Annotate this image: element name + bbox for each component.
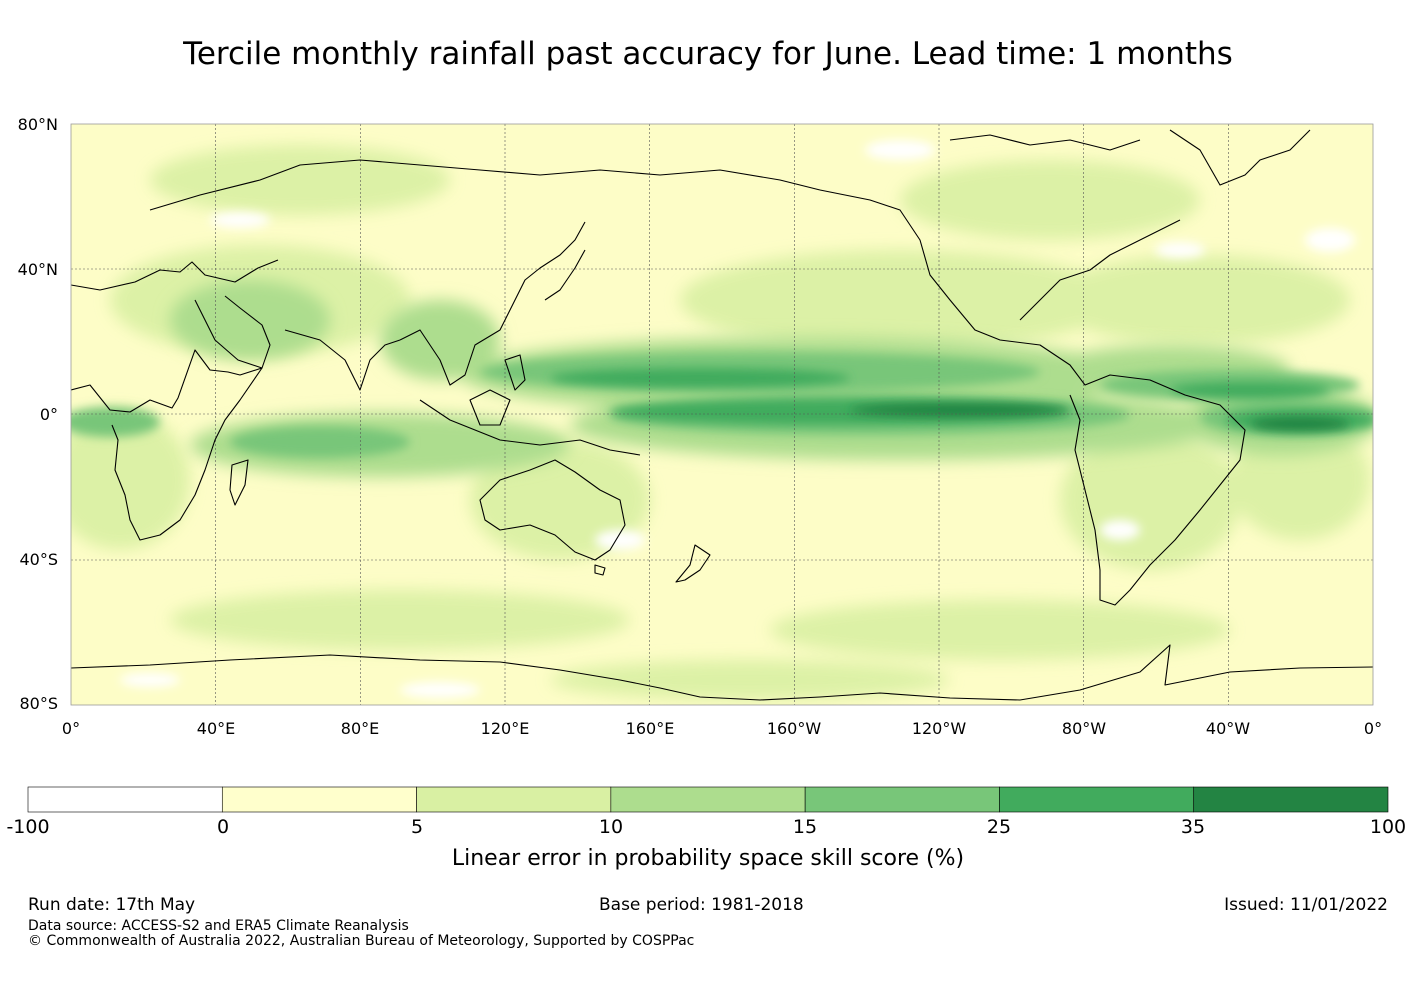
lon-tick-40e: 40°E <box>196 719 236 738</box>
colorbar-tick-label: 100 <box>1369 816 1407 838</box>
lon-tick-120e: 120°E <box>480 719 530 738</box>
colorbar-tick-label: 25 <box>986 816 1012 838</box>
coastline-na-east <box>1019 219 1181 321</box>
lon-tick-40w: 40°W <box>1205 719 1251 738</box>
lon-tick-160e: 160°E <box>625 719 675 738</box>
lon-tick-120w: 120°W <box>911 719 967 738</box>
coastlines <box>71 129 1373 701</box>
coastline-borneo <box>469 389 511 426</box>
colorbar-segment <box>804 786 1000 813</box>
run-date: Run date: 17th May <box>28 895 196 915</box>
base-period: Base period: 1981-2018 <box>599 895 804 915</box>
copyright: © Commonwealth of Australia 2022, Austra… <box>28 933 695 949</box>
lon-tick-0-left: 0° <box>61 719 81 738</box>
coastline-philippines <box>504 354 526 391</box>
lon-tick-160w: 160°W <box>766 719 822 738</box>
map-frame <box>70 123 1374 706</box>
coastline-australia <box>479 459 626 561</box>
coastline-antarctica <box>71 644 1373 701</box>
colorbar-tick-label: 10 <box>598 816 624 838</box>
coastline-africa <box>71 349 263 541</box>
coastline-arctic-islands <box>949 134 1141 151</box>
lon-tick-80e: 80°E <box>340 719 380 738</box>
data-source: Data source: ACCESS-S2 and ERA5 Climate … <box>28 918 409 934</box>
coastline-arabia <box>194 295 271 369</box>
issued-date: Issued: 11/01/2022 <box>1224 895 1388 915</box>
coastline-new-zealand <box>675 544 711 583</box>
colorbar-tick-label: 15 <box>792 816 818 838</box>
colorbar-segment <box>1193 786 1389 813</box>
coastline-maritime <box>419 399 641 456</box>
lon-tick-0-right: 0° <box>1363 719 1383 738</box>
coastline-madagascar <box>229 459 249 506</box>
coastline-japan <box>544 249 586 301</box>
coastline-north-america <box>819 189 1246 606</box>
lat-tick-0: 0° <box>39 405 58 424</box>
colorbar-title: Linear error in probability space skill … <box>451 846 965 871</box>
colorbar-segment <box>999 786 1195 813</box>
colorbar <box>27 786 1389 813</box>
coastline-north-asia <box>149 159 821 211</box>
lat-tick-80n: 80°N <box>17 115 58 134</box>
colorbar-tick-label: -100 <box>6 816 50 838</box>
coastline-greenland <box>1169 129 1311 186</box>
skill-patches-negative <box>120 140 1355 698</box>
coastline-europe-north-africa <box>71 259 279 291</box>
lat-tick-40n: 40°N <box>17 260 58 279</box>
lon-tick-80w: 80°W <box>1061 719 1107 738</box>
colorbar-segment <box>27 786 223 813</box>
coastline-india <box>284 329 401 391</box>
gridlines <box>71 124 1373 705</box>
colorbar-tick-label: 5 <box>410 816 424 838</box>
colorbar-segment <box>416 786 612 813</box>
skill-patches-light <box>71 145 1370 700</box>
page-title: Tercile monthly rainfall past accuracy f… <box>183 36 1233 72</box>
lat-tick-80s: 80°S <box>19 694 58 713</box>
colorbar-segment <box>221 786 417 813</box>
coastline-tasmania <box>594 564 606 576</box>
colorbar-segment <box>610 786 806 813</box>
colorbar-tick-label: 35 <box>1180 816 1206 838</box>
lat-tick-40s: 40°S <box>19 550 58 569</box>
skill-field <box>71 124 1373 705</box>
skill-patches-highest <box>850 403 1350 431</box>
coastline-se-asia <box>399 221 586 386</box>
colorbar-tick-label: 0 <box>216 816 230 838</box>
